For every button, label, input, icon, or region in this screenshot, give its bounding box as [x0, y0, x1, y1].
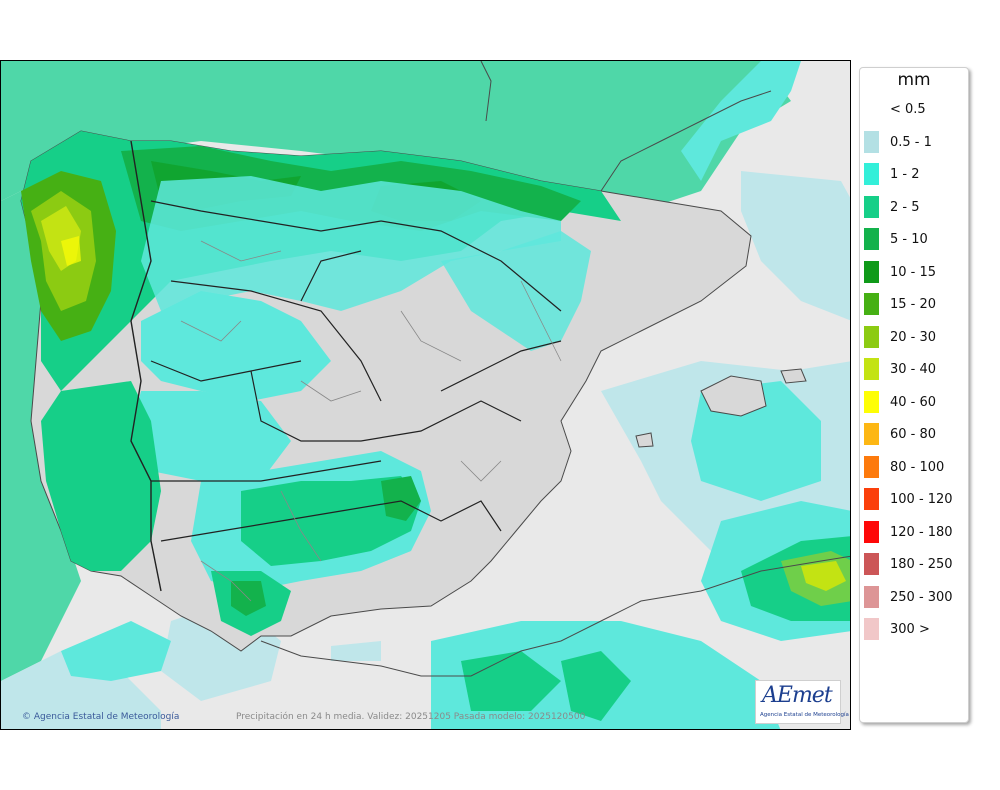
legend-label: 30 - 40 — [890, 362, 937, 377]
legend-swatch — [864, 228, 879, 250]
legend-label: 120 - 180 — [890, 524, 953, 540]
agency-credit-text: Agencia Estatal de Meteorología — [33, 712, 180, 722]
aemet-logo-subtitle: Agencia Estatal de Meteorología — [760, 712, 849, 718]
legend-swatch — [864, 520, 879, 543]
legend-label: 100 - 120 — [890, 492, 953, 507]
copyright-icon: © — [22, 712, 31, 722]
forecast-info-text: Precipitación en 24 h media. Validez: 20… — [236, 712, 586, 722]
legend-label: 1 - 2 — [890, 167, 920, 182]
legend-label: 0.5 - 1 — [890, 134, 932, 150]
legend-label: 250 - 300 — [890, 589, 953, 605]
legend-label: 15 - 20 — [890, 297, 937, 312]
agency-credit: © Agencia Estatal de Meteorología — [22, 712, 179, 722]
legend-swatch — [864, 455, 879, 478]
legend-swatch — [864, 585, 879, 608]
legend-unit: mm — [897, 70, 931, 90]
legend-swatch — [864, 130, 879, 153]
legend-swatch — [864, 195, 879, 218]
legend-label: 60 - 80 — [890, 427, 937, 442]
legend-label: 80 - 100 — [890, 459, 945, 475]
legend-label: 10 - 15 — [890, 264, 937, 280]
precipitation-map — [0, 60, 851, 730]
legend-swatch — [864, 358, 879, 380]
legend-label: 2 - 5 — [890, 199, 920, 215]
legend-label: 5 - 10 — [890, 232, 928, 247]
legend-swatch — [864, 488, 879, 510]
legend-swatch — [864, 390, 879, 413]
legend-label: 20 - 30 — [890, 329, 937, 345]
precipitation-legend: mm < 0.5 0.5 - 1 1 - 2 2 - 5 5 - 10 10 - 15 15… — [859, 67, 969, 723]
legend-swatch — [864, 260, 879, 283]
legend-swatch — [864, 423, 879, 445]
aemet-logo-text: AEmet — [762, 683, 833, 708]
legend-swatch — [864, 325, 879, 348]
legend-label: 40 - 60 — [890, 394, 937, 410]
legend-label: 180 - 250 — [890, 557, 953, 572]
legend-label: < 0.5 — [890, 102, 926, 117]
legend-swatch — [864, 553, 879, 575]
legend-swatch — [864, 618, 879, 640]
aemet-logo: AEmet Agencia Estatal de Meteorología — [755, 680, 849, 724]
legend-swatch — [864, 293, 879, 315]
legend-swatch — [864, 163, 879, 185]
legend-label: 300 > — [890, 622, 930, 637]
